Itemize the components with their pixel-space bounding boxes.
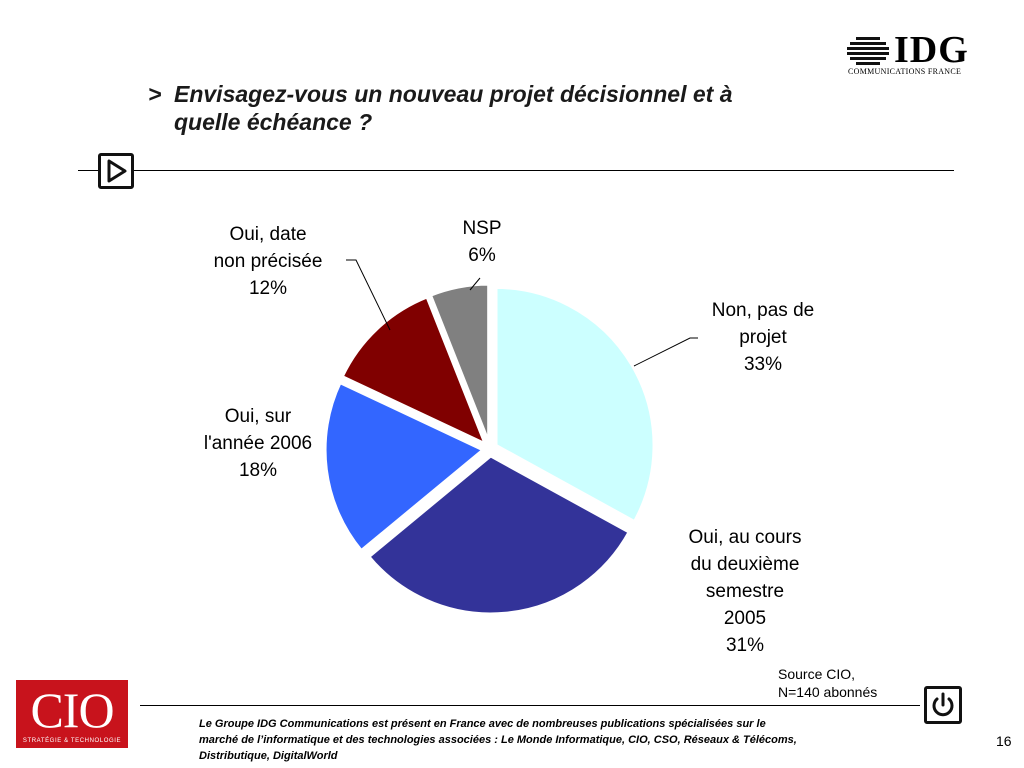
pie-slice-oui-second-semestre-2005 bbox=[366, 454, 632, 616]
pie-slice-non-pas-de-projet bbox=[494, 285, 656, 524]
play-icon bbox=[107, 159, 127, 183]
page-number: 16 bbox=[996, 733, 1012, 749]
title-line-1: Envisagez-vous un nouveau projet décisio… bbox=[174, 81, 733, 107]
slice-label-non-pas-de-projet: Non, pas de projet 33% bbox=[712, 300, 814, 375]
title-line-2: quelle échéance ? bbox=[174, 109, 373, 135]
play-button[interactable] bbox=[98, 153, 134, 189]
cio-logo-subtitle: STRATÉGIE & TECHNOLOGIE bbox=[22, 738, 122, 744]
idg-logo-text: IDG bbox=[894, 29, 969, 71]
idg-globe-icon bbox=[847, 37, 889, 65]
slice-label-oui-date-non-precisee: Oui, date non précisée 12% bbox=[214, 224, 323, 299]
slide-title: > Envisagez-vous un nouveau projet décisi… bbox=[148, 80, 908, 136]
footer-line-3: Distributique, DigitalWorld bbox=[199, 750, 338, 762]
power-icon bbox=[932, 692, 954, 717]
pie-slices bbox=[323, 282, 656, 616]
pie-slice-oui-annee-2006 bbox=[323, 380, 486, 553]
footer-text: Le Groupe IDG Communications est présent… bbox=[199, 716, 919, 764]
end-show-button[interactable] bbox=[924, 686, 962, 724]
slice-label-nsp: NSP 6% bbox=[462, 218, 501, 266]
slice-label-oui-annee-2006: Oui, sur l'année 2006 18% bbox=[204, 406, 312, 481]
leader-line-non-pas-de-projet bbox=[633, 337, 698, 367]
cio-logo-text: CIO bbox=[30, 682, 114, 738]
leader-line-oui-date-non-precisee bbox=[346, 259, 391, 331]
pie-slice-nsp bbox=[428, 282, 491, 443]
slice-labels: Non, pas de projet 33% Oui, au cours du deux… bbox=[204, 218, 814, 656]
pie-slice-oui-date-non-precisee bbox=[340, 295, 488, 447]
source-line-1: Source CIO, bbox=[778, 666, 856, 682]
slice-label-oui-second-semestre-2005: Oui, au cours du deuxième semestre 2005 31% bbox=[689, 527, 802, 656]
footer-divider bbox=[140, 705, 920, 706]
cio-logo: CIO STRATÉGIE & TECHNOLOGIE bbox=[16, 680, 128, 748]
source-line-2: N=140 abonnés bbox=[778, 684, 878, 700]
leader-line-nsp bbox=[469, 277, 481, 291]
idg-logo-subtitle: COMMUNICATIONS FRANCE bbox=[848, 67, 962, 76]
header-divider bbox=[78, 170, 954, 171]
footer-line-2: marché de l’informatique et des technolo… bbox=[199, 734, 797, 746]
title-prefix: > bbox=[148, 81, 162, 107]
leader-lines bbox=[346, 259, 698, 367]
source-note: Source CIO, N=140 abonnés bbox=[778, 665, 877, 701]
footer-line-1: Le Groupe IDG Communications est présent… bbox=[199, 718, 766, 730]
